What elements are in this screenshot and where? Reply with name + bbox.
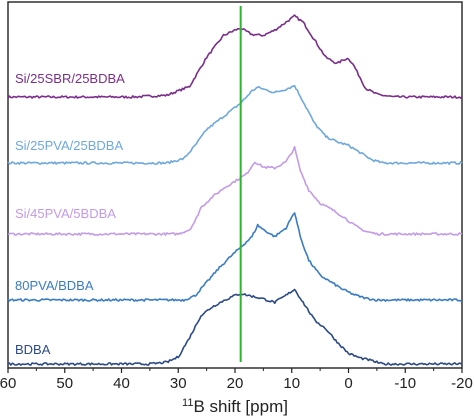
x-tick-label: 30 — [170, 375, 187, 392]
plot-frame — [7, 1, 463, 369]
x-tick-label: 40 — [113, 375, 130, 392]
series-label: 80PVA/BDBA — [15, 278, 94, 293]
series-label: BDBA — [15, 342, 51, 357]
x-axis-title-text: B shift [ppm] — [193, 397, 287, 416]
x-axis: 60 50 40 30 20 10 0 -10 -20 — [0, 368, 473, 392]
series-line-si-45pva-5bdba — [7, 145, 463, 236]
series-label: Si/25PVA/25BDBA — [15, 138, 123, 153]
x-tick-label: 20 — [227, 375, 244, 392]
x-axis-title-superscript: 11 — [182, 397, 193, 409]
series-label: Si/25SBR/25BDBA — [15, 71, 125, 86]
x-tick-label: 50 — [56, 375, 73, 392]
x-tick-label: 0 — [344, 375, 352, 392]
series-line-si-25pva-25bdba — [7, 84, 463, 165]
series-line-80pva-bdba — [7, 212, 463, 302]
x-tick-label: 10 — [283, 375, 300, 392]
x-axis-title: 11B shift [ppm] — [182, 397, 288, 416]
series-line-bdba — [7, 288, 463, 366]
x-tick-label: -10 — [394, 375, 416, 392]
series-line-si-25sbr-25bdba — [7, 14, 463, 99]
series-label-layer: Si/25SBR/25BDBA Si/25PVA/25BDBA Si/45PVA/5… — [15, 71, 125, 357]
x-tick-label: -20 — [451, 375, 473, 392]
x-tick-label: 60 — [0, 375, 16, 392]
series-label: Si/45PVA/5BDBA — [15, 206, 116, 221]
series-layer — [7, 14, 463, 366]
plot-area — [7, 1, 463, 369]
